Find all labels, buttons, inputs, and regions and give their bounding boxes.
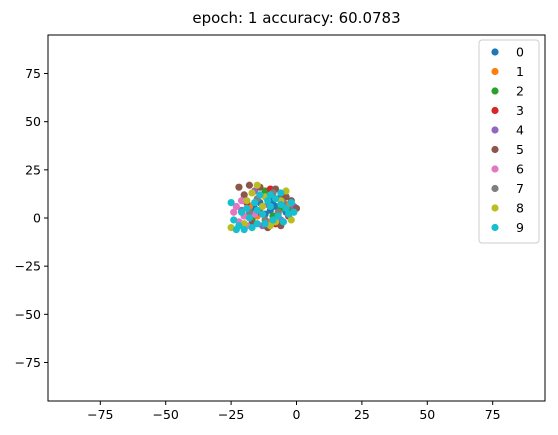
point-class-8 (243, 197, 251, 205)
legend-marker-5 (491, 145, 499, 154)
point-class-9 (251, 198, 259, 207)
x-tick-label: 0 (293, 407, 301, 422)
point-class-9 (240, 225, 248, 234)
legend-marker-7 (491, 184, 499, 193)
point-class-5 (282, 193, 290, 201)
point-class-8 (258, 202, 267, 211)
point-class-8 (248, 189, 256, 197)
point-class-9 (290, 208, 298, 216)
chart-title: epoch: 1 accuracy: 60.0783 (192, 9, 400, 27)
series-9 (227, 189, 298, 234)
point-class-9 (235, 222, 243, 230)
point-class-9 (264, 197, 272, 205)
legend-marker-1 (491, 67, 499, 76)
x-tick-label: −75 (87, 407, 113, 422)
plot-frame (47, 34, 546, 402)
point-class-9 (253, 206, 261, 214)
point-class-8 (287, 216, 295, 224)
legend-marker-9 (491, 223, 499, 232)
point-class-9 (243, 204, 251, 212)
point-class-9 (277, 189, 285, 197)
point-class-9 (271, 195, 280, 203)
y-tick-label: −75 (15, 355, 41, 370)
legend-marker-0 (491, 48, 499, 56)
legend-label-9: 9 (516, 220, 524, 235)
legend-label-4: 4 (516, 123, 524, 138)
point-class-5 (240, 191, 248, 199)
points-layer (227, 181, 301, 234)
point-class-9 (287, 198, 295, 207)
point-class-9 (237, 208, 246, 216)
legend-label-8: 8 (516, 201, 524, 216)
point-class-9 (266, 191, 274, 199)
point-class-5 (235, 183, 243, 191)
point-class-9 (256, 191, 264, 199)
point-class-9 (227, 198, 235, 207)
legend-marker-2 (491, 87, 499, 95)
point-class-9 (279, 218, 288, 226)
legend-label-0: 0 (516, 45, 524, 60)
point-class-9 (277, 200, 285, 209)
point-class-9 (266, 202, 274, 211)
y-tick-label: −50 (15, 307, 41, 322)
legend-marker-4 (491, 126, 499, 134)
point-class-6 (237, 197, 246, 205)
point-class-9 (258, 210, 267, 218)
point-class-9 (274, 212, 282, 220)
y-axis: 75 50 25 0 −25 −50 −75 (15, 66, 48, 370)
legend-marker-8 (491, 204, 499, 212)
point-class-8 (253, 181, 261, 189)
x-tick-label: 50 (419, 407, 435, 422)
legend-box (478, 39, 540, 244)
point-class-9 (261, 220, 269, 228)
legend-marker-3 (491, 106, 499, 115)
point-class-9 (248, 224, 256, 232)
y-tick-label: 25 (25, 162, 41, 177)
y-tick-label: 0 (33, 211, 41, 226)
x-tick-label: 25 (354, 407, 370, 422)
legend-marker-6 (491, 165, 499, 173)
legend-label-6: 6 (516, 162, 524, 177)
legend-label-3: 3 (516, 103, 524, 118)
x-tick-label: −25 (218, 407, 244, 422)
point-class-6 (230, 208, 238, 216)
x-tick-label: 75 (485, 407, 501, 422)
legend-label-7: 7 (516, 181, 524, 196)
point-class-9 (269, 216, 277, 224)
point-class-5 (245, 181, 254, 189)
y-tick-label: 50 (25, 114, 41, 129)
point-class-9 (230, 216, 238, 224)
point-class-9 (253, 220, 261, 228)
x-tick-label: −50 (153, 407, 179, 422)
y-tick-label: −25 (15, 259, 41, 274)
x-axis: −75 −50 −25 0 25 50 75 (87, 401, 501, 422)
legend-label-5: 5 (516, 142, 524, 157)
legend-label-1: 1 (516, 64, 524, 79)
legend-label-2: 2 (516, 84, 524, 99)
y-tick-label: 75 (25, 66, 41, 81)
point-class-6 (232, 202, 240, 211)
point-class-9 (245, 214, 254, 222)
point-class-9 (282, 204, 290, 212)
legend: 0 1 2 3 4 5 6 7 8 9 (478, 39, 540, 244)
